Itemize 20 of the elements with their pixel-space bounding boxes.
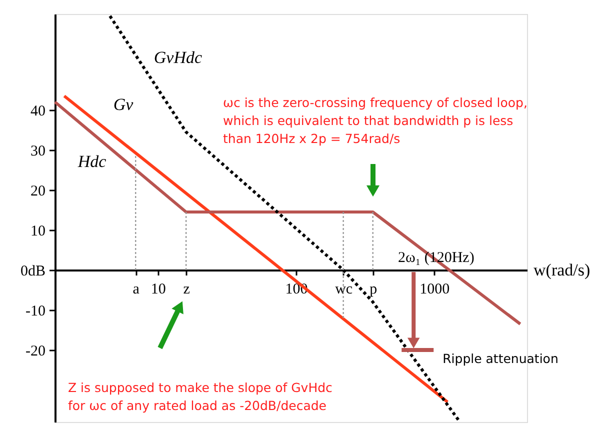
series-label: Hdc <box>76 152 107 171</box>
x-tick-label: a <box>132 282 140 298</box>
y-tick-label: -10 <box>26 304 46 320</box>
annotation: Ripple attenuation <box>442 351 558 366</box>
x-tick-label: wc <box>335 282 353 298</box>
annotation: ωc is the zero-crossing frequency of closed loop, which is equivalent to that bandwidth p is less than 120Hz x 2p = 754rad/s <box>223 95 528 146</box>
series-label: Gv <box>113 95 134 114</box>
y-tick-label: 20 <box>30 184 46 200</box>
series-label: GvHdc <box>154 48 202 67</box>
x-tick-label: p <box>370 282 378 298</box>
y-tick-label: -20 <box>26 344 46 360</box>
annotation: Z is supposed to make the slope of GvHdc for ωc of any rated load as -20dB/decade <box>68 380 333 413</box>
x-tick-label: 1000 <box>420 282 450 298</box>
y-tick-label: 10 <box>30 224 46 240</box>
x-tick-label: z <box>183 282 190 298</box>
x-tick-label: 10 <box>150 282 166 298</box>
y-tick-label: 0dB <box>20 264 46 280</box>
y-tick-label: 30 <box>30 144 46 160</box>
y-tick-label: 40 <box>30 104 46 120</box>
x-axis-title: w(rad/s) <box>534 260 590 280</box>
